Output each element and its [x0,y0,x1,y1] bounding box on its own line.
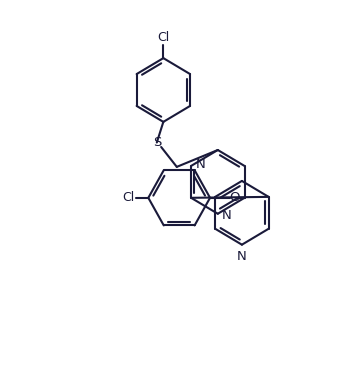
Text: Cl: Cl [157,31,170,44]
Text: O: O [229,191,240,204]
Text: N: N [222,209,232,222]
Text: N: N [237,251,247,263]
Text: S: S [152,136,161,149]
Text: N: N [195,158,205,171]
Text: Cl: Cl [122,191,135,204]
